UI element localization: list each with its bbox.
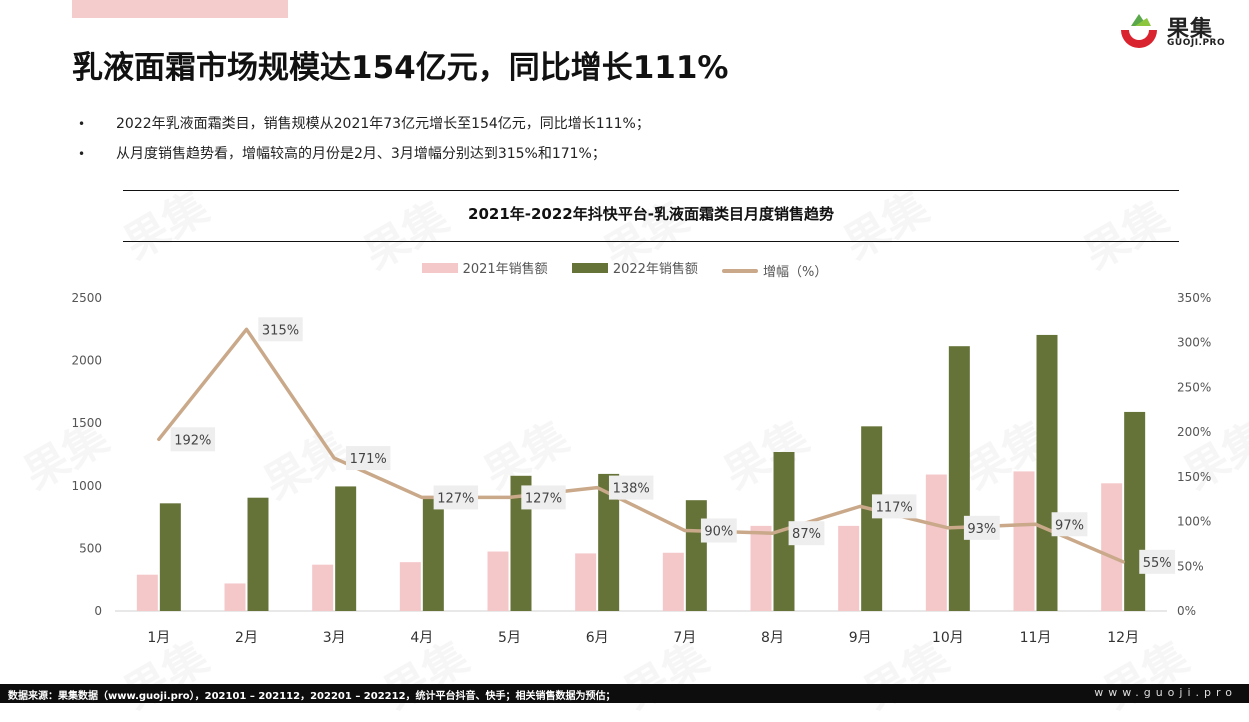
left-axis-tick-label: 2500: [71, 291, 102, 305]
right-axis-tick-label: 150%: [1177, 470, 1211, 484]
growth-data-label-box: [788, 521, 825, 546]
bullet-item: 2022年乳液面霜类目，销售规模从2021年73亿元增长至154亿元，同比增长1…: [78, 114, 650, 144]
bar-2022: [861, 426, 883, 611]
growth-data-label-box: [871, 494, 917, 519]
bar-2021: [838, 525, 860, 611]
growth-data-label-box: [700, 518, 737, 543]
growth-data-label: 315%: [262, 323, 299, 338]
right-axis-tick-label: 200%: [1177, 425, 1211, 439]
bar-2022: [1124, 411, 1146, 611]
bar-2021: [662, 552, 684, 611]
chart-legend: 2021年销售额 2022年销售额 增幅（%）: [0, 258, 1249, 280]
bar-2021: [224, 583, 246, 611]
growth-data-label-box: [258, 317, 303, 342]
legend-swatch-2021: [421, 262, 458, 273]
growth-data-label: 93%: [967, 522, 996, 537]
x-axis-tick-label: 6月: [586, 630, 609, 646]
guoji-logo-icon: [1121, 14, 1157, 48]
bar-2022: [510, 475, 532, 611]
bar-2022: [948, 346, 970, 611]
growth-data-label: 87%: [792, 527, 821, 542]
growth-data-label: 117%: [876, 500, 913, 515]
x-axis-tick-label: 8月: [761, 630, 784, 646]
bar-2022: [422, 498, 444, 611]
growth-data-label: 55%: [1143, 556, 1172, 571]
growth-data-label-box: [345, 446, 391, 471]
legend-swatch-2022: [571, 262, 608, 273]
x-axis-tick-label: 10月: [932, 630, 964, 646]
bar-2022: [1036, 334, 1058, 611]
growth-data-label: 127%: [525, 491, 562, 506]
growth-data-label-box: [1139, 549, 1176, 574]
x-axis-tick-label: 5月: [498, 630, 521, 646]
bar-2021: [1101, 483, 1123, 611]
left-axis-tick-label: 0: [94, 604, 102, 618]
right-axis-tick-label: 100%: [1177, 515, 1211, 529]
bar-2021: [136, 574, 158, 611]
legend-label-2021: 2021年销售额: [462, 262, 548, 277]
x-axis-tick-label: 12月: [1107, 630, 1139, 646]
data-source-note: 数据来源：果集数据（www.guoji.pro），202101 – 202112…: [8, 691, 616, 702]
bar-2022: [335, 486, 357, 611]
footer-bar: 数据来源：果集数据（www.guoji.pro），202101 – 202112…: [0, 684, 1249, 703]
bar-2022: [685, 500, 707, 611]
legend-label-2022: 2022年销售额: [612, 262, 698, 277]
growth-data-label-box: [170, 427, 216, 452]
x-axis-tick-label: 1月: [147, 630, 170, 646]
x-axis-tick-label: 3月: [323, 630, 346, 646]
bar-2021: [312, 564, 334, 611]
growth-data-label-box: [1051, 512, 1088, 537]
x-axis-tick-label: 11月: [1020, 630, 1052, 646]
bar-2021: [925, 474, 947, 611]
x-axis-tick-label: 7月: [673, 630, 696, 646]
chart-title-frame: 2021年-2022年抖快平台-乳液面霜类目月度销售趋势: [123, 190, 1179, 242]
left-axis-tick-label: 1500: [71, 416, 102, 430]
legend-swatch-growth: [722, 268, 759, 273]
bar-2022: [247, 497, 269, 611]
page-title: 乳液面霜市场规模达154亿元，同比增长111%: [72, 50, 729, 86]
growth-data-label-box: [608, 475, 654, 500]
growth-data-label-box: [433, 485, 479, 510]
summary-bullets: 2022年乳液面霜类目，销售规模从2021年73亿元增长至154亿元，同比增长1…: [78, 114, 650, 174]
x-axis-tick-label: 9月: [849, 630, 872, 646]
bar-2022: [159, 503, 181, 611]
right-axis-tick-label: 350%: [1177, 291, 1211, 305]
right-axis-tick-label: 300%: [1177, 336, 1211, 350]
growth-line: [157, 327, 1125, 564]
bar-2021: [575, 553, 597, 611]
legend-item-2022: 2022年销售额: [571, 258, 698, 277]
footer-site: www.guoji.pro: [1094, 686, 1237, 699]
legend-item-2021: 2021年销售额: [421, 258, 548, 277]
growth-data-label: 97%: [1055, 518, 1084, 533]
legend-item-growth: 增幅（%）: [722, 261, 827, 280]
guoji-logo: 果集 GUOJI.PRO: [1117, 6, 1229, 52]
left-axis-tick-label: 500: [79, 541, 102, 555]
bar-2021: [1013, 471, 1035, 611]
x-axis-tick-label: 2月: [235, 630, 258, 646]
left-axis-tick-label: 2000: [71, 354, 102, 368]
logo-name: 果集: [1167, 17, 1214, 42]
bar-2021: [750, 525, 772, 611]
growth-data-label-box: [963, 515, 1000, 540]
right-axis-tick-label: 250%: [1177, 380, 1211, 394]
growth-data-label: 127%: [437, 491, 474, 506]
growth-data-label: 192%: [174, 433, 211, 448]
growth-data-label-box: [521, 485, 566, 510]
legend-label-growth: 增幅（%）: [763, 265, 828, 280]
bar-2021: [487, 551, 509, 611]
chart-title: 2021年-2022年抖快平台-乳液面霜类目月度销售趋势: [468, 205, 834, 223]
logo-subtext: GUOJI.PRO: [1167, 38, 1226, 48]
growth-data-label: 90%: [704, 525, 733, 540]
bar-2021: [399, 562, 421, 611]
growth-data-label: 171%: [350, 452, 387, 467]
right-axis-tick-label: 50%: [1177, 559, 1204, 573]
sales-trend-chart: 0 500 1000 1500 2000 2500 0% 50% 100% 150% 200% 250…: [71, 291, 1211, 646]
bar-2022: [598, 473, 620, 611]
left-axis-tick-label: 1000: [71, 479, 102, 493]
right-axis-tick-label: 0%: [1177, 604, 1196, 618]
bullet-item: 从月度销售趋势看，增幅较高的月份是2月、3月增幅分别达到315%和171%；: [78, 144, 650, 174]
growth-data-label: 138%: [613, 482, 650, 497]
x-axis-tick-label: 4月: [410, 630, 433, 646]
top-accent-bar: [72, 0, 288, 18]
